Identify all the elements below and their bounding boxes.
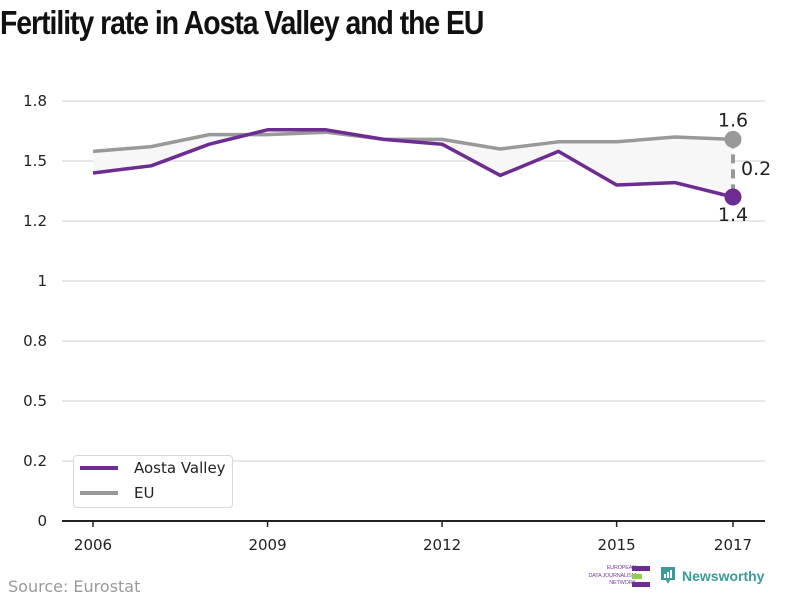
y-tick-label: 1.5 [23,152,47,170]
chart-title: Fertility rate in Aosta Valley and the E… [0,4,484,41]
y-tick-label: 1.2 [23,212,47,230]
edjn-bar-middle [632,574,642,579]
y-tick-label: 1.8 [23,92,47,110]
legend-swatch-eu [80,491,118,495]
x-tick-label: 2006 [74,536,112,554]
x-tick-label: 2015 [598,536,636,554]
series-lines [92,128,734,199]
eu-end-dot [724,130,742,148]
edjn-line-1: EUROPEAN [606,565,636,571]
x-tick-label: 2012 [423,536,461,554]
difference-band-area [93,129,733,197]
aosta-end-dot [724,188,742,206]
edjn-logo-text: EUROPEAN DATA JOURNALISM NETWORK [588,565,636,588]
legend-swatch-aosta-valley [80,466,118,470]
y-tick-label: 0.5 [23,392,47,410]
y-tick-label: 1 [37,272,47,290]
newsworthy-label: Newsworthy [682,567,765,584]
aosta-end-label: 1.4 [718,204,748,226]
legend-item-aosta-valley[interactable]: Aosta Valley [80,459,226,477]
y-tick-label: 0.2 [23,452,47,470]
edjn-logo[interactable]: EUROPEAN DATA JOURNALISM NETWORK [588,565,650,589]
series-line-eu [92,130,734,154]
annotations: 1.6 1.4 0.2 [718,109,771,226]
x-tick-label: 2017 [714,536,752,554]
x-axis-ticks: 2006 2009 2012 2015 2017 [74,521,752,554]
y-axis-ticks: 0 0.2 0.5 0.8 1 1.2 1.5 1.8 [23,92,47,530]
legend: Aosta Valley EU [73,455,233,508]
edjn-bar-bottom [632,582,650,587]
difference-band [93,129,733,197]
edjn-line-2: DATA JOURNALISM [588,572,636,579]
difference-label: 0.2 [741,158,771,180]
x-tick-label: 2009 [248,536,286,554]
y-tick-label: 0 [37,512,47,530]
edjn-line-3: NETWORK [609,580,636,586]
edjn-bar-top [632,566,650,571]
eu-end-label: 1.6 [718,109,748,131]
y-tick-label: 0.8 [23,332,47,350]
source-note: Source: Eurostat [8,577,141,596]
legend-label-aosta-valley: Aosta Valley [134,459,226,477]
newsworthy-logo[interactable]: Newsworthy [660,566,764,585]
legend-item-eu[interactable]: EU [80,484,154,502]
series-line-aosta-valley [92,128,734,199]
legend-label-eu: EU [134,484,155,502]
newsworthy-chart-icon [661,567,675,584]
